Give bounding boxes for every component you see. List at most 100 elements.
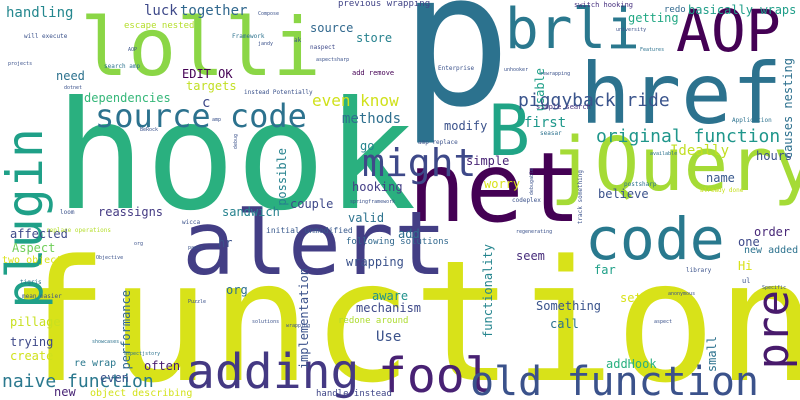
word-reassigns: reassigns	[98, 205, 164, 219]
word-framework: Framework	[232, 33, 265, 40]
word-affected: affected	[10, 227, 68, 241]
word-debug: debug	[233, 134, 239, 150]
word-projects: projects	[8, 61, 33, 67]
word-methods: methods	[342, 111, 402, 127]
word-springframework: springframework	[350, 199, 396, 205]
word-edit-ok: EDIT OK	[182, 67, 233, 81]
word-order: order	[754, 225, 791, 239]
word-debugable: debugable	[529, 168, 535, 196]
word-dotnet: dotnet	[64, 85, 83, 91]
word-rewrapping: rewrapping	[540, 71, 571, 77]
word-modify: modify	[444, 119, 488, 133]
word-brli: brli	[505, 0, 640, 62]
word-addhook: addHook	[606, 357, 657, 371]
word-code: code	[585, 205, 725, 273]
word-new: new	[54, 385, 76, 399]
word-specific: Specific	[762, 285, 787, 291]
word-together: together	[180, 3, 248, 19]
word-might: might	[362, 141, 477, 185]
word-href: href	[580, 45, 783, 143]
word-c: c	[202, 95, 211, 111]
word-set: set	[620, 291, 642, 305]
word-small: small	[705, 336, 719, 373]
word-naive-function: naive function	[2, 371, 154, 392]
word-anonymous: anonymous	[668, 291, 696, 297]
word-naspect: naspect	[310, 44, 336, 51]
word-unhooker: unhooker	[504, 67, 529, 73]
word-wrapping-small: wrapping	[286, 323, 311, 329]
word-already-done: already done	[700, 187, 744, 194]
word-first: first	[524, 115, 567, 131]
word-berock: BeRock	[140, 127, 159, 133]
word-handling: handling	[6, 5, 74, 21]
word-dependencies: dependencies	[84, 91, 171, 105]
word-believe: believe	[598, 187, 649, 201]
word-wicca: wicca	[182, 219, 201, 226]
word-targets: targets	[186, 79, 237, 93]
word-function: function	[8, 224, 800, 400]
word-mean-easier: mean easier	[22, 293, 62, 300]
word-codeplex: codeplex	[512, 197, 541, 204]
word-track-something: track something	[577, 170, 584, 225]
word-one: one	[738, 235, 760, 249]
word-simple: simple	[466, 154, 510, 168]
word-use: Use	[376, 329, 402, 345]
word-switch-hooking: switch hooking	[574, 1, 634, 9]
word-aspectsharp: aspectsharp	[316, 57, 350, 63]
word-seem: seem	[516, 249, 545, 263]
word-something: Something	[536, 299, 602, 313]
word-hr: hr	[218, 236, 233, 250]
word-aware: aware	[372, 289, 409, 303]
word-new-added: new added	[744, 245, 799, 256]
word-causes-nesting: causes nesting	[781, 58, 795, 160]
word-mechanism: mechanism	[356, 301, 422, 315]
word-compose: Compose	[258, 11, 280, 17]
word-functionality: functionality	[481, 244, 495, 338]
word-initial-unmodified: initial unmodified	[266, 226, 353, 235]
word-valid: valid	[348, 211, 385, 225]
word-hi: Hi	[738, 259, 753, 273]
word-add-remove: add remove	[352, 69, 395, 77]
word-old-function: old function	[470, 359, 759, 400]
word-showcases: showcases	[92, 339, 120, 345]
word-p: p	[400, 0, 512, 148]
word-worry: worry	[484, 177, 521, 191]
word-aspectjstory: aspectjstory	[124, 351, 161, 357]
word-often: often	[144, 359, 181, 373]
word-alert: alert	[182, 192, 447, 295]
word-lolli: lolli	[80, 1, 321, 94]
word-store: store	[356, 31, 393, 45]
word-puzzle: Puzzle	[188, 299, 207, 305]
word-available: available	[650, 151, 678, 157]
word-source: source	[310, 21, 354, 35]
word-escape-nested: escape nested	[124, 21, 195, 31]
word-far: far	[594, 263, 616, 277]
word-aspect-small: aspect	[654, 319, 673, 325]
word-pillage: pillage	[10, 315, 61, 329]
word-couple: couple	[290, 197, 334, 211]
word-call: call	[550, 317, 579, 331]
word-original-function: original function	[596, 126, 781, 147]
word-redo: redo	[664, 5, 686, 15]
word-sandwich: sandwich	[222, 205, 280, 219]
word-postsharp: postsharp	[624, 181, 657, 188]
word-seasar: seasar	[540, 130, 562, 137]
word-handle-instead: handle instead	[316, 389, 392, 399]
word-application: Application	[732, 117, 772, 124]
word-amp: amp	[212, 117, 222, 123]
word-previous-wrapping: previous wrapping	[338, 0, 431, 9]
word-aspect: Aspect	[12, 241, 56, 255]
word-even-know: even know	[312, 91, 399, 110]
word-ul: ul	[742, 277, 751, 285]
word-library: library	[686, 267, 712, 274]
word-piggyback-ride: piggyback ride	[518, 90, 670, 111]
word-aop: AOP	[676, 0, 781, 65]
word-object-describing: object describing	[90, 388, 193, 399]
word-tigris: tigris	[20, 279, 42, 286]
word-wrapping: wrapping	[346, 255, 404, 269]
word-pre: pre	[748, 290, 799, 370]
word-ideally: Ideally	[670, 143, 730, 159]
word-re-wrap: re wrap	[74, 358, 117, 369]
word-org: org	[226, 283, 248, 297]
